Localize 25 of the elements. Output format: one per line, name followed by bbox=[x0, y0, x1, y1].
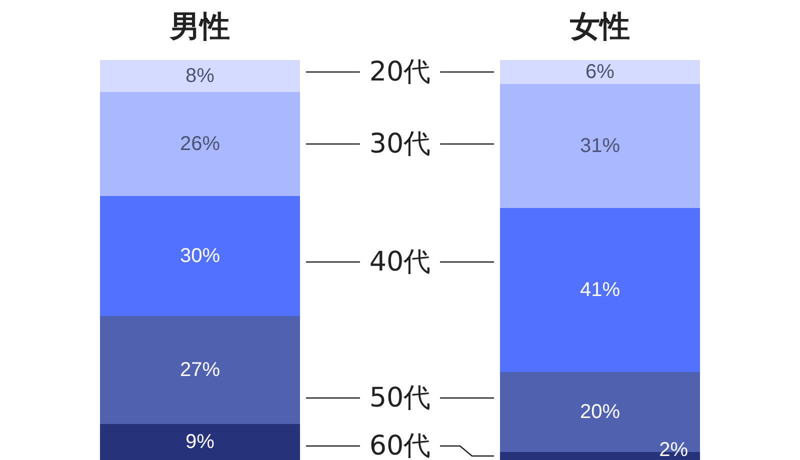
x-tick-label: 女性 bbox=[569, 10, 630, 44]
text: 60代 bbox=[369, 430, 431, 460]
data-label: 6% bbox=[586, 61, 615, 83]
bar bbox=[100, 92, 300, 196]
bar bbox=[100, 316, 300, 424]
data-label: 20% bbox=[580, 401, 620, 423]
text: 20代 bbox=[369, 56, 431, 88]
data-label: 30% bbox=[180, 245, 220, 267]
text: 30代 bbox=[369, 128, 431, 160]
data-label: 2% bbox=[659, 439, 688, 460]
data-label: 31% bbox=[580, 135, 620, 157]
bar bbox=[500, 84, 700, 208]
data-label: 9% bbox=[186, 431, 215, 453]
data-label: 41% bbox=[580, 279, 620, 301]
text: 40代 bbox=[369, 246, 431, 278]
bar bbox=[100, 60, 300, 92]
bar bbox=[500, 60, 700, 84]
bar bbox=[500, 208, 700, 372]
data-label: 27% bbox=[180, 359, 220, 381]
text: 50代 bbox=[369, 382, 431, 414]
data-label: 26% bbox=[180, 133, 220, 155]
bar bbox=[100, 424, 300, 460]
x-tick-label: 男性 bbox=[169, 10, 230, 44]
bar bbox=[100, 196, 300, 316]
data-label: 8% bbox=[186, 65, 215, 87]
